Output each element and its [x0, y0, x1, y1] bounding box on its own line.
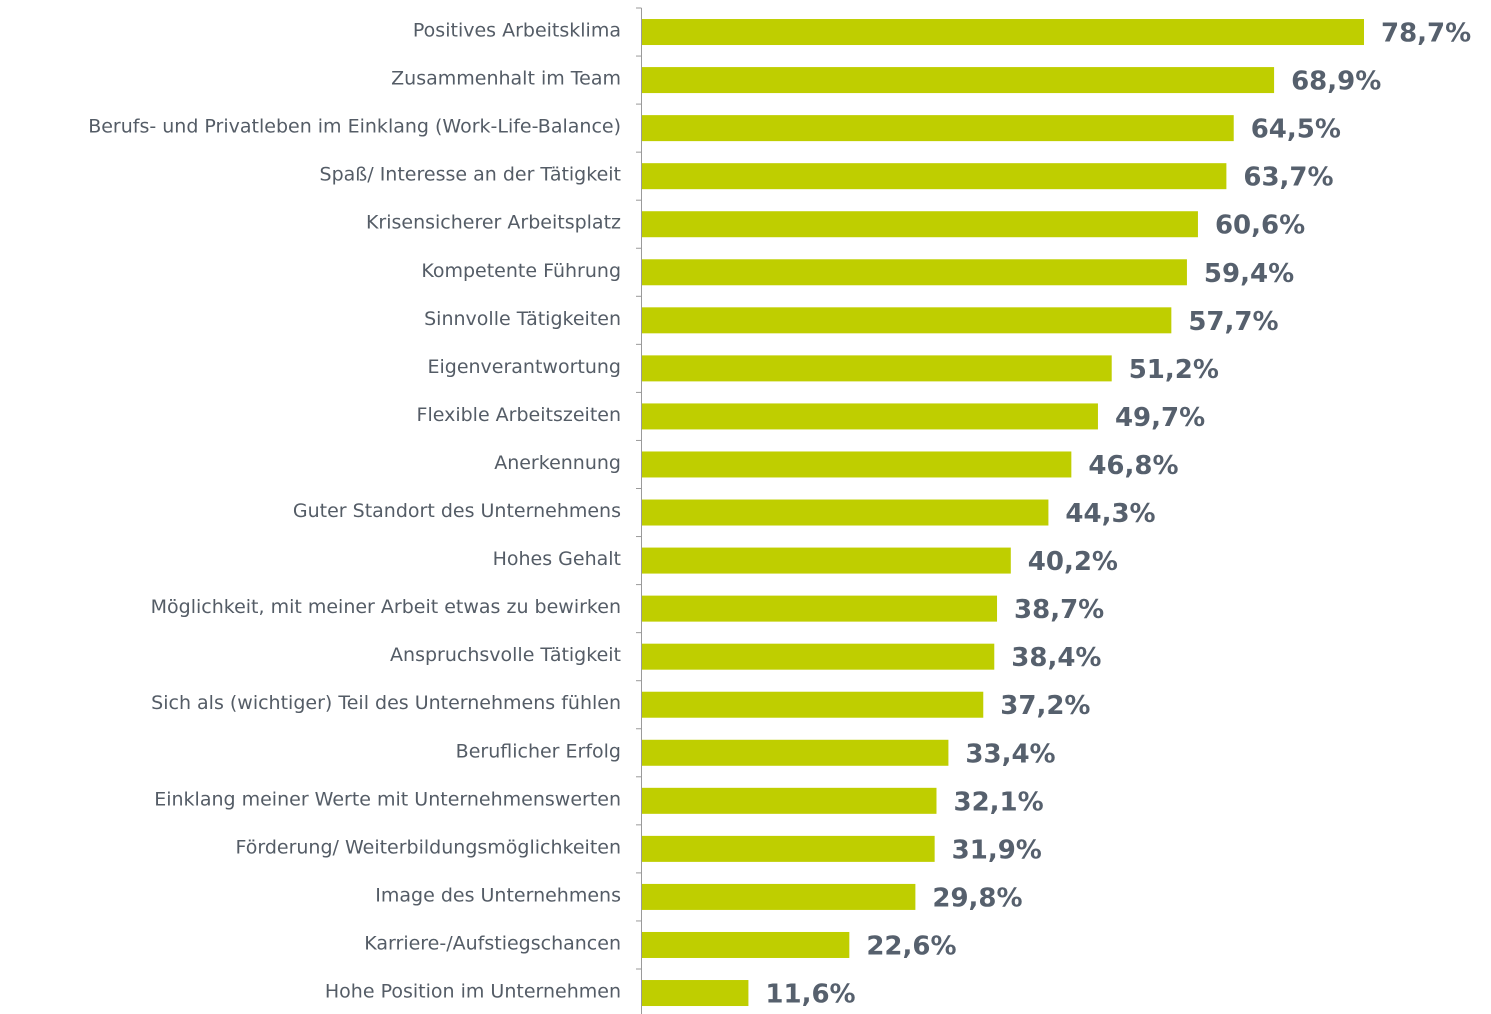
value-label: 49,7% [1115, 403, 1205, 433]
value-label: 32,1% [953, 787, 1043, 817]
category-label: Guter Standort des Unternehmens [293, 500, 621, 522]
value-label: 51,2% [1129, 355, 1219, 385]
value-label: 38,7% [1014, 595, 1104, 625]
value-label: 22,6% [866, 931, 956, 961]
bar [642, 211, 1198, 238]
category-label: Karriere-/Aufstiegschancen [364, 932, 621, 954]
bar [642, 547, 1011, 574]
bar [642, 403, 1098, 430]
category-label: Beruflicher Erfolg [456, 740, 621, 762]
category-label: Flexible Arbeitszeiten [417, 404, 621, 426]
category-label: Möglichkeit, mit meiner Arbeit etwas zu … [151, 596, 621, 618]
value-label: 46,8% [1088, 451, 1178, 481]
category-label: Positives Arbeitsklima [413, 20, 621, 42]
value-label: 60,6% [1215, 211, 1305, 241]
value-label: 38,4% [1011, 643, 1101, 673]
category-label: Einklang meiner Werte mit Unternehmenswe… [154, 788, 621, 810]
bar [642, 787, 937, 814]
category-label: Image des Unternehmens [375, 884, 621, 906]
value-label: 63,7% [1243, 163, 1333, 193]
bar [642, 883, 916, 910]
category-label: Eigenverantwortung [427, 356, 621, 378]
value-label: 11,6% [765, 980, 855, 1010]
value-label: 59,4% [1204, 259, 1294, 289]
category-label: Anerkennung [494, 452, 621, 474]
value-label: 64,5% [1251, 115, 1341, 145]
bar [642, 595, 998, 622]
category-label: Kompetente Führung [421, 260, 621, 282]
category-label: Anspruchsvolle Tätigkeit [390, 644, 621, 666]
bar [642, 691, 984, 718]
bar [642, 931, 850, 958]
bar [642, 980, 749, 1007]
bar [642, 835, 935, 862]
category-label: Hohe Position im Unternehmen [325, 981, 621, 1003]
category-label: Zusammenhalt im Team [391, 68, 621, 90]
value-label: 37,2% [1000, 691, 1090, 721]
value-label: 29,8% [932, 883, 1022, 913]
category-label: Krisensicherer Arbeitsplatz [366, 212, 621, 234]
value-label: 68,9% [1291, 67, 1381, 97]
bar [642, 115, 1234, 142]
bar [642, 355, 1112, 382]
bar [642, 451, 1072, 478]
bar [642, 739, 949, 766]
bar [642, 307, 1172, 334]
bar [642, 67, 1275, 94]
value-label: 78,7% [1381, 19, 1471, 49]
bar [642, 643, 995, 670]
value-label: 33,4% [965, 739, 1055, 769]
category-label: Hohes Gehalt [493, 548, 621, 570]
bar [642, 19, 1364, 46]
category-label: Sich als (wichtiger) Teil des Unternehme… [151, 692, 621, 714]
category-label: Spaß/ Interesse an der Tätigkeit [320, 164, 621, 186]
value-label: 31,9% [952, 835, 1042, 865]
bar [642, 163, 1227, 190]
category-label: Berufs- und Privatleben im Einklang (Wor… [88, 116, 621, 138]
category-label: Förderung/ Weiterbildungsmöglichkeiten [235, 836, 621, 858]
bar [642, 259, 1187, 286]
value-label: 57,7% [1188, 307, 1278, 337]
value-label: 44,3% [1065, 499, 1155, 529]
bar [642, 499, 1049, 526]
value-label: 40,2% [1028, 547, 1118, 577]
category-label: Sinnvolle Tätigkeiten [424, 308, 621, 330]
